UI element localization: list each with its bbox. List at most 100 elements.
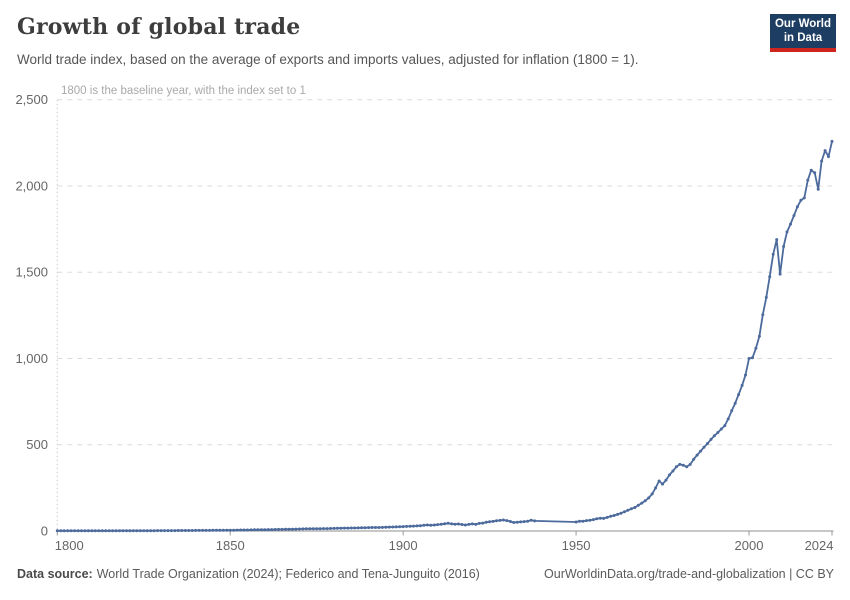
data-point-marker bbox=[730, 409, 734, 413]
data-point-marker bbox=[142, 529, 146, 533]
data-point-marker bbox=[467, 522, 471, 526]
data-point-marker bbox=[197, 528, 201, 532]
data-point-marker bbox=[643, 499, 647, 503]
chart-footer: Data source: World Trade Organization (20… bbox=[17, 567, 834, 581]
data-point-marker bbox=[356, 526, 360, 530]
data-point-marker bbox=[149, 529, 153, 533]
data-point-marker bbox=[806, 178, 810, 182]
data-point-marker bbox=[408, 524, 412, 528]
data-point-marker bbox=[422, 523, 426, 527]
data-point-marker bbox=[737, 393, 741, 396]
data-point-marker bbox=[501, 518, 505, 522]
data-point-marker bbox=[159, 529, 163, 533]
data-point-marker bbox=[685, 465, 689, 469]
data-point-marker bbox=[284, 527, 288, 531]
data-point-marker bbox=[605, 515, 609, 519]
data-point-marker bbox=[626, 508, 630, 512]
chart-subtitle: World trade index, based on the average … bbox=[17, 52, 639, 67]
data-point-marker bbox=[76, 529, 80, 533]
data-point-marker bbox=[671, 469, 675, 473]
x-tick-label: 2000 bbox=[735, 538, 764, 553]
data-point-marker bbox=[135, 529, 139, 533]
data-point-marker bbox=[360, 526, 364, 530]
data-point-marker bbox=[789, 222, 792, 226]
data-point-marker bbox=[716, 431, 720, 434]
data-point-marker bbox=[799, 198, 803, 202]
data-point-marker bbox=[287, 527, 291, 531]
data-point-marker bbox=[118, 529, 122, 533]
data-point-marker bbox=[612, 514, 616, 517]
data-point-marker bbox=[695, 453, 699, 457]
data-point-marker bbox=[367, 526, 371, 530]
data-point-marker bbox=[429, 523, 433, 527]
data-point-marker bbox=[460, 523, 464, 526]
data-point-marker bbox=[792, 214, 796, 217]
data-point-marker bbox=[657, 479, 661, 483]
data-point-marker bbox=[297, 527, 301, 531]
data-point-marker bbox=[757, 334, 761, 338]
data-point-marker bbox=[90, 529, 94, 533]
data-point-marker bbox=[93, 529, 97, 533]
data-point-marker bbox=[446, 521, 450, 525]
data-point-marker bbox=[256, 528, 260, 532]
data-point-marker bbox=[291, 527, 294, 531]
data-point-marker bbox=[322, 527, 326, 531]
data-point-marker bbox=[744, 373, 747, 377]
data-point-marker bbox=[678, 462, 682, 466]
data-point-marker bbox=[443, 522, 447, 526]
data-point-marker bbox=[723, 424, 727, 428]
data-point-marker bbox=[629, 507, 633, 511]
data-point-marker bbox=[654, 486, 658, 490]
data-point-marker bbox=[246, 528, 249, 532]
data-point-marker bbox=[733, 401, 737, 405]
data-point-marker bbox=[374, 526, 377, 529]
data-point-marker bbox=[802, 196, 806, 200]
owid-logo[interactable]: Our World in Data bbox=[770, 14, 836, 52]
data-point-marker bbox=[598, 516, 602, 520]
data-point-marker bbox=[69, 529, 73, 533]
data-point-marker bbox=[266, 528, 270, 532]
data-point-marker bbox=[647, 496, 651, 500]
data-point-marker bbox=[332, 526, 336, 530]
trade-index-line bbox=[56, 140, 833, 532]
data-point-marker bbox=[363, 526, 367, 530]
data-point-marker bbox=[131, 529, 135, 533]
data-point-marker bbox=[488, 520, 492, 524]
data-point-marker bbox=[208, 528, 211, 532]
data-point-marker bbox=[349, 526, 353, 530]
data-point-marker bbox=[474, 522, 478, 526]
data-point-marker bbox=[412, 524, 415, 528]
data-point-marker bbox=[775, 238, 779, 242]
data-point-marker bbox=[204, 528, 208, 532]
data-point-marker bbox=[335, 526, 339, 530]
data-point-marker bbox=[754, 346, 758, 350]
data-point-marker bbox=[225, 528, 229, 532]
data-point-marker bbox=[664, 478, 668, 482]
data-point-marker bbox=[166, 529, 170, 533]
data-point-marker bbox=[304, 527, 308, 531]
data-point-marker bbox=[270, 528, 274, 532]
data-point-marker bbox=[505, 519, 509, 523]
data-point-marker bbox=[820, 159, 824, 163]
data-point-marker bbox=[439, 522, 443, 526]
owid-logo-line2: in Data bbox=[783, 32, 823, 44]
data-point-marker bbox=[239, 528, 243, 532]
data-point-marker bbox=[519, 520, 523, 524]
data-point-marker bbox=[173, 529, 177, 533]
data-point-marker bbox=[156, 529, 160, 533]
data-point-marker bbox=[370, 526, 374, 529]
data-point-marker bbox=[211, 528, 215, 532]
owid-url-link[interactable]: OurWorldinData.org/trade-and-globalizati… bbox=[544, 567, 834, 581]
data-point-marker bbox=[62, 529, 66, 533]
data-point-marker bbox=[581, 519, 585, 523]
y-tick-label: 0 bbox=[41, 524, 48, 539]
data-point-marker bbox=[214, 528, 218, 532]
data-point-marker bbox=[107, 529, 111, 533]
data-point-marker bbox=[415, 524, 419, 528]
data-point-marker bbox=[169, 529, 173, 533]
data-point-marker bbox=[80, 529, 83, 533]
data-point-marker bbox=[128, 529, 132, 533]
x-tick-label: 1800 bbox=[55, 538, 84, 553]
data-point-marker bbox=[201, 528, 205, 532]
x-tick-label: 2024 bbox=[805, 538, 834, 553]
